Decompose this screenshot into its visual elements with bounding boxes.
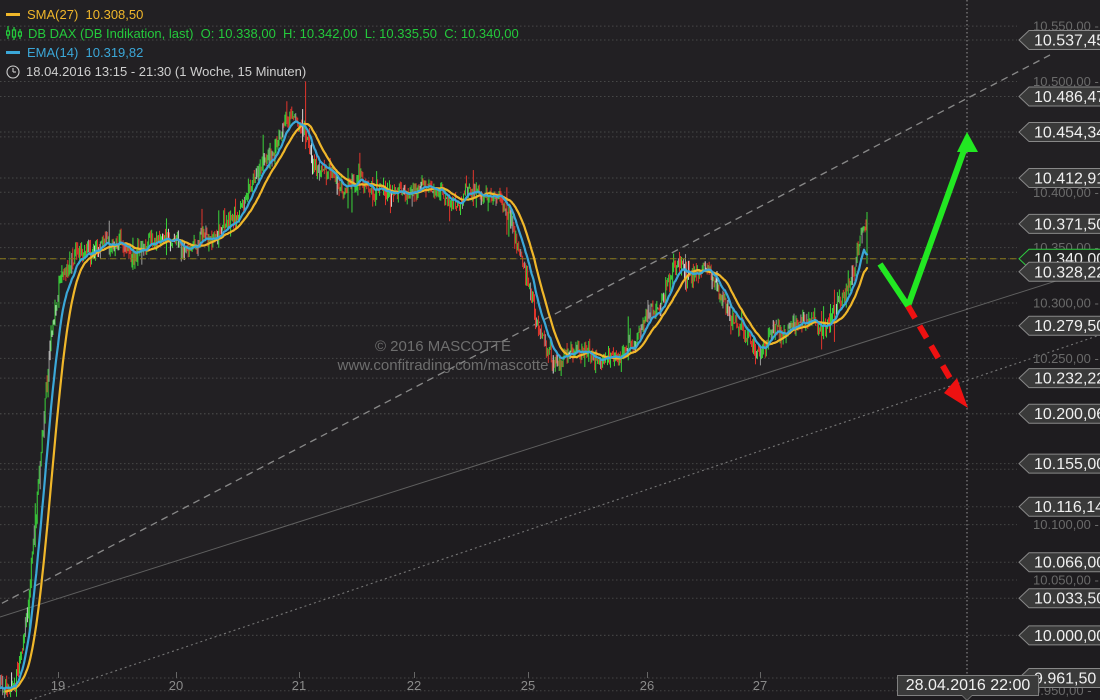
svg-text:9.961,50: 9.961,50 xyxy=(1034,671,1096,688)
svg-text:10.033,50: 10.033,50 xyxy=(1034,591,1100,608)
svg-text:10.537,45: 10.537,45 xyxy=(1034,33,1100,50)
svg-text:10.454,34: 10.454,34 xyxy=(1034,125,1100,142)
svg-text:10.050,00 -: 10.050,00 - xyxy=(1033,572,1099,587)
svg-text:10.328,22: 10.328,22 xyxy=(1034,264,1100,281)
svg-text:10.116,14: 10.116,14 xyxy=(1034,499,1100,516)
svg-text:10.250,00 -: 10.250,00 - xyxy=(1033,351,1099,366)
svg-text:10.371,50: 10.371,50 xyxy=(1034,216,1100,233)
svg-text:10.486,47: 10.486,47 xyxy=(1034,89,1100,106)
svg-text:10.066,00: 10.066,00 xyxy=(1034,555,1100,572)
svg-text:10.232,22: 10.232,22 xyxy=(1034,371,1100,388)
svg-text:10.100,00 -: 10.100,00 - xyxy=(1033,517,1099,532)
svg-text:10.412,91: 10.412,91 xyxy=(1034,170,1100,187)
svg-text:10.200,06: 10.200,06 xyxy=(1034,406,1100,423)
svg-text:10.279,50: 10.279,50 xyxy=(1034,318,1100,335)
svg-text:10.155,00: 10.155,00 xyxy=(1034,456,1100,473)
svg-text:10.000,00: 10.000,00 xyxy=(1034,628,1100,645)
svg-text:10.300,00 -: 10.300,00 - xyxy=(1033,296,1099,311)
